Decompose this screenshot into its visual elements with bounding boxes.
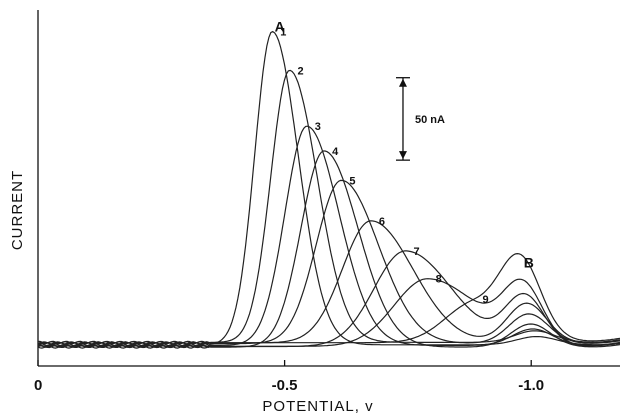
scale-bar-label: 50 nA — [415, 114, 445, 126]
x-tick-label: -0.5 — [272, 377, 298, 394]
curve-label: 1 — [280, 27, 286, 39]
x-axis-title: POTENTIAL, v — [262, 398, 373, 415]
curve-label: 5 — [349, 175, 355, 187]
curve-label: 4 — [332, 146, 339, 158]
curves — [37, 30, 620, 349]
peak-labels: AB — [275, 19, 534, 271]
curve-2 — [37, 69, 620, 344]
curve-label: 2 — [298, 65, 304, 77]
x-tick-label: -1.0 — [518, 377, 544, 394]
scale-bar: 50 nA — [395, 77, 445, 161]
x-ticks: 0 -0.5 -1.0 — [34, 360, 544, 394]
curve-label: 3 — [315, 121, 321, 133]
curve-label: 6 — [379, 216, 385, 228]
curve-label: 7 — [413, 246, 419, 258]
curve-4 — [37, 150, 620, 349]
curve-8 — [37, 278, 620, 348]
curve-5 — [37, 179, 620, 346]
curve-9 — [37, 252, 620, 345]
scale-bar-arrow-down — [398, 151, 407, 160]
curve-6 — [37, 220, 620, 345]
curve-label: 9 — [483, 294, 489, 306]
curve-label: 8 — [436, 274, 442, 286]
y-axis-title: CURRENT — [9, 170, 26, 250]
curve-3 — [37, 125, 620, 348]
axes — [37, 10, 620, 367]
peak-label-b: B — [524, 254, 534, 270]
peak-label-a: A — [275, 19, 285, 35]
x-tick-label: 0 — [34, 377, 42, 394]
scale-bar-arrow-up — [398, 78, 407, 87]
curve-labels: 1 2 3 4 5 6 7 8 9 — [280, 27, 488, 306]
